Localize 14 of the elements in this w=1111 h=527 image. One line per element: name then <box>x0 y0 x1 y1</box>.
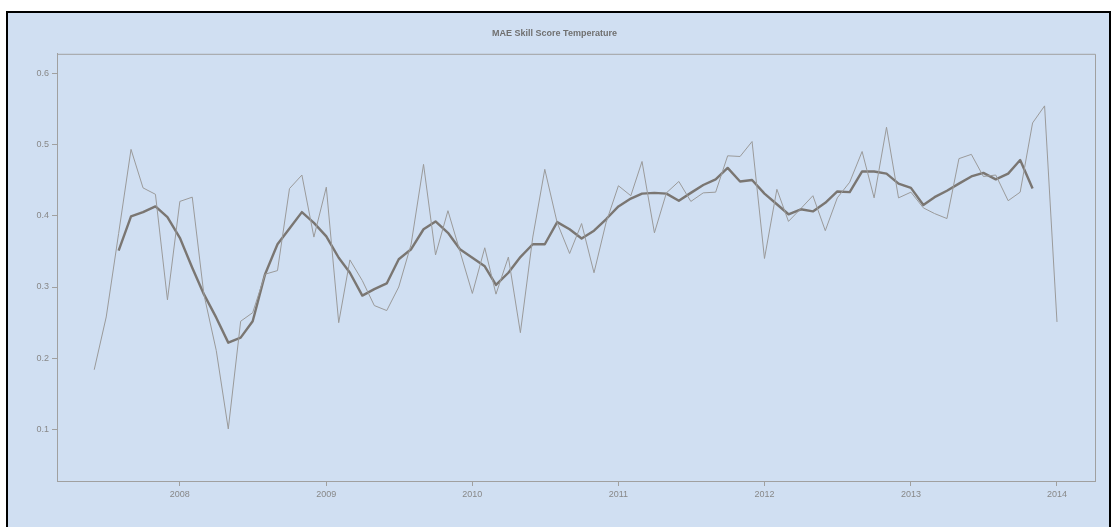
y-tick-label: 0.6 <box>36 67 49 78</box>
y-tick-label: 0.5 <box>36 138 49 149</box>
y-tick-label: 0.4 <box>36 210 49 221</box>
x-tick-label: 2009 <box>316 488 337 499</box>
x-tick-label: 2011 <box>608 488 629 499</box>
x-tick-label: 2012 <box>754 488 775 499</box>
x-tick-label: 2013 <box>900 488 921 499</box>
y-tick-label: 0.1 <box>36 424 49 435</box>
x-tick-label: 2014 <box>1046 488 1067 499</box>
y-tick-label: 0.2 <box>36 352 49 363</box>
x-tick-label: 2010 <box>462 488 483 499</box>
y-tick-label: 0.3 <box>36 281 49 292</box>
x-tick-label: 2008 <box>169 488 190 499</box>
chart-title: MAE Skill Score Temperature <box>492 27 617 38</box>
